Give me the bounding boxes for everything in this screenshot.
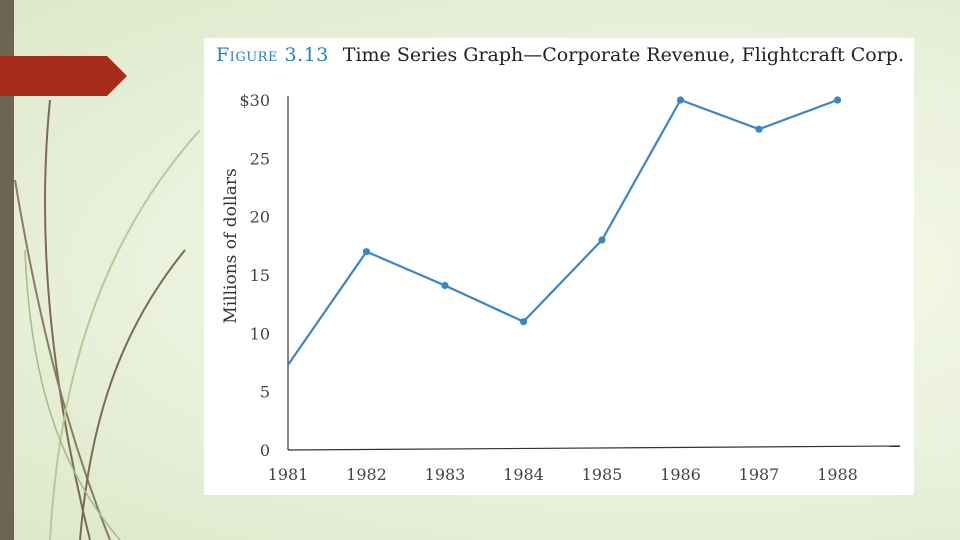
x-tick-label: 1987 bbox=[739, 465, 780, 484]
x-tick-label: 1988 bbox=[817, 465, 858, 484]
y-tick-label: 15 bbox=[250, 266, 270, 285]
x-tick-label: 1983 bbox=[425, 465, 466, 484]
figure-title: Figure 3.13 Time Series Graph—Corporate R… bbox=[216, 44, 904, 66]
data-point bbox=[676, 96, 685, 104]
series-line bbox=[287, 98, 838, 366]
y-tick-label: 0 bbox=[260, 441, 270, 460]
left-accent-bar bbox=[0, 0, 14, 540]
x-tick-label: 1982 bbox=[346, 465, 387, 484]
figure-image: Figure 3.13 Time Series Graph—Corporate R… bbox=[204, 38, 914, 495]
y-tick-label: 25 bbox=[250, 149, 270, 168]
data-point bbox=[441, 281, 449, 290]
data-point bbox=[833, 96, 842, 104]
data-point bbox=[755, 125, 763, 133]
x-tick-label: 1981 bbox=[268, 465, 309, 484]
y-tick-label: 10 bbox=[250, 324, 270, 343]
arrow-tab bbox=[0, 56, 127, 96]
data-point bbox=[598, 236, 606, 244]
figure-label: Figure 3.13 bbox=[216, 44, 329, 66]
y-tick-label: $30 bbox=[239, 91, 270, 110]
decorative-curves bbox=[14, 99, 201, 540]
figure-caption: Time Series Graph—Corporate Revenue, Fli… bbox=[342, 44, 904, 66]
x-tick-label: 1985 bbox=[582, 465, 623, 484]
line-chart: 0 5 10 15 20 25 $30 Millions of dollars 1981 1982… bbox=[221, 91, 901, 484]
data-point bbox=[519, 318, 528, 326]
y-axis-label: Millions of dollars bbox=[221, 168, 241, 323]
x-tick-label: 1984 bbox=[503, 465, 544, 484]
y-tick-label: 20 bbox=[250, 208, 270, 227]
data-point bbox=[362, 248, 371, 256]
x-tick-label: 1986 bbox=[660, 465, 701, 484]
x-axis bbox=[287, 445, 901, 451]
y-tick-label: 5 bbox=[260, 383, 270, 402]
